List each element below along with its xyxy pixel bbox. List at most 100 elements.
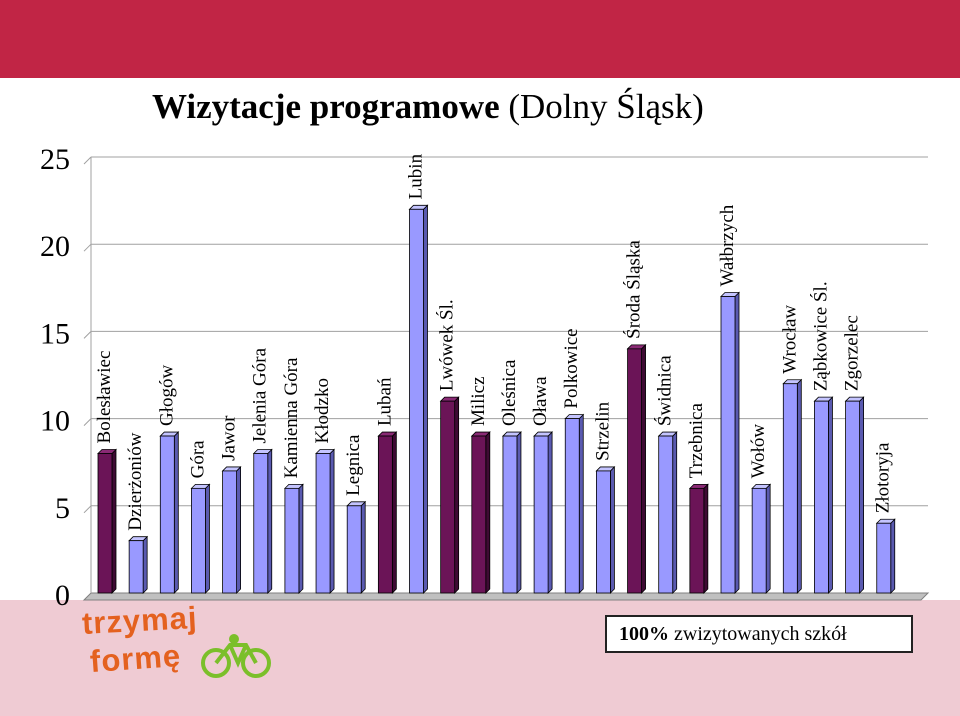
bar-face (876, 522, 892, 594)
category-label: Bolesławiec (94, 351, 115, 444)
bar (252, 448, 273, 594)
bar (533, 431, 554, 594)
bar-side (236, 465, 242, 594)
category-label: Dzierżoniów (125, 432, 146, 530)
bar-face (564, 418, 580, 594)
bar-side (298, 483, 304, 594)
bar-side (516, 431, 522, 594)
bar (377, 431, 398, 594)
bar (470, 431, 491, 594)
bar-face (627, 348, 642, 594)
visited-schools-note: 100% zwizytowanych szkół (605, 615, 913, 653)
bar (844, 396, 865, 594)
y-tick-label: 20 (40, 230, 70, 263)
bar-face (845, 400, 860, 594)
category-label: Lubin (406, 153, 427, 199)
bar-side (205, 483, 210, 594)
category-label: Głogów (156, 365, 177, 427)
bar-side (796, 378, 802, 594)
category-label: Trzebnica (686, 403, 707, 479)
bar-face (284, 487, 300, 594)
bar-face (658, 435, 674, 594)
note-text: zwizytowanych szkół (669, 623, 847, 645)
category-label: Góra (187, 440, 208, 479)
bars (97, 204, 896, 594)
bar-face (502, 435, 518, 594)
bar (657, 431, 678, 594)
category-label: Jawor (219, 415, 240, 461)
bar-face (533, 435, 549, 594)
category-label: Polkowice (561, 328, 582, 408)
bar-face (751, 487, 767, 594)
bar-face (471, 435, 487, 594)
bar (128, 535, 149, 594)
category-label: Lwówek Śl. (436, 299, 458, 391)
bar (813, 396, 834, 594)
tick-mark (83, 156, 92, 165)
bar (315, 448, 336, 594)
bar (720, 291, 740, 594)
category-label: Legnica (343, 434, 364, 496)
bar-face (315, 453, 331, 594)
bar-side (485, 431, 491, 594)
y-tick-label: 5 (55, 492, 70, 525)
top-band (0, 0, 960, 78)
y-tick-label: 25 (40, 143, 70, 176)
bar (221, 465, 242, 594)
bar (408, 204, 429, 594)
bar (595, 465, 616, 594)
bar (283, 483, 304, 594)
tick-mark (83, 331, 92, 339)
chart-title-rest: (Dolny Śląsk) (500, 86, 704, 126)
bar-side (641, 343, 646, 594)
bar-face (440, 400, 456, 594)
bar-side (423, 204, 428, 594)
bar-side (111, 448, 117, 594)
bar-side (454, 396, 460, 594)
bar-side (578, 413, 584, 594)
bar (346, 500, 367, 594)
bar-side (391, 431, 397, 594)
chart-title-bold: Wizytacje programowe (152, 87, 500, 126)
bar-face (782, 383, 798, 594)
trzymaj-forme-logo: trzymaj formę (81, 600, 272, 683)
bar-face (409, 208, 424, 594)
category-label: Zgorzelec (842, 315, 863, 391)
bar (564, 413, 585, 594)
bar-side (890, 518, 896, 594)
bar-face (191, 487, 206, 594)
bar-face (720, 296, 736, 594)
category-label: Wołów (748, 424, 769, 479)
bar-side (142, 535, 148, 594)
bar-side (547, 431, 553, 594)
category-label: Kłodzko (312, 378, 333, 443)
category-labels: Bolesławiec Dzierżoniów Głogów Góra Jawor Jel… (94, 153, 894, 530)
category-label: Ząbkowice Śl. (809, 281, 831, 391)
y-tick-label: 15 (40, 317, 70, 350)
bar-side (734, 291, 740, 594)
bar-face (97, 453, 113, 594)
logo-text-line1: trzymaj (81, 600, 199, 642)
tick-mark (83, 243, 92, 252)
bar-face (814, 400, 829, 594)
bar (159, 431, 180, 594)
bar-side (267, 448, 273, 594)
bar-face (253, 453, 269, 594)
bar-face (377, 435, 393, 594)
tick-mark (83, 505, 92, 514)
category-label: Oleśnica (499, 359, 520, 426)
floor-plane (82, 592, 930, 601)
bar (501, 431, 522, 594)
category-label: Strzelin (592, 401, 613, 461)
category-label: Świdnica (654, 355, 676, 426)
y-tick-label: 10 (40, 405, 70, 438)
category-label: Jelenia Góra (250, 347, 271, 443)
bar-face (222, 470, 238, 594)
bar-face (159, 435, 175, 594)
bar-side (828, 396, 833, 594)
tick-mark (83, 418, 92, 426)
bar-side (703, 483, 709, 594)
logo-text-line2: formę (88, 637, 183, 680)
